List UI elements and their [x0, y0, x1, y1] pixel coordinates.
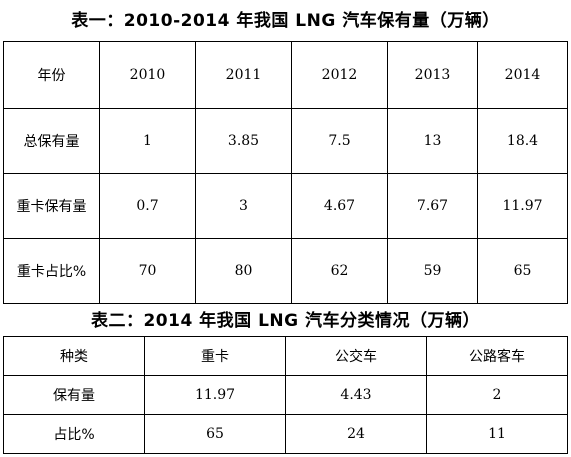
table2-title: 表二：2014 年我国 LNG 汽车分类情况（万辆） — [90, 311, 481, 331]
table-cell: 13 — [387, 108, 478, 174]
header-cell: 重卡 — [144, 336, 286, 376]
table-cell: 7.5 — [291, 108, 388, 174]
header-cell-category: 种类 — [3, 336, 145, 376]
table-cell: 65 — [477, 238, 568, 304]
row-label: 总保有量 — [3, 108, 100, 174]
table-row: 重卡保有量 0.7 3 4.67 7.67 11.97 — [3, 173, 568, 239]
table-cell: 4.67 — [291, 173, 388, 239]
header-cell: 公路客车 — [426, 336, 568, 376]
header-cell: 公交车 — [285, 336, 427, 376]
table-cell: 11.97 — [477, 173, 568, 239]
table-header-row: 种类 重卡 公交车 公路客车 — [3, 336, 568, 376]
lng-vehicle-category-table: 种类 重卡 公交车 公路客车 保有量 11.97 4.43 2 占比% 65 2… — [3, 336, 568, 454]
table-cell: 3 — [195, 173, 292, 239]
table-cell: 18.4 — [477, 108, 568, 174]
table-row: 保有量 11.97 4.43 2 — [3, 375, 568, 415]
lng-vehicle-ownership-table: 年份 2010 2011 2012 2013 2014 总保有量 1 3.85 … — [3, 41, 568, 304]
table-cell: 7.67 — [387, 173, 478, 239]
table-cell: 70 — [99, 238, 196, 304]
table-cell: 11 — [426, 414, 568, 454]
table-row: 重卡占比% 70 80 62 59 65 — [3, 238, 568, 304]
table-row: 总保有量 1 3.85 7.5 13 18.4 — [3, 108, 568, 174]
table-header-row: 年份 2010 2011 2012 2013 2014 — [3, 41, 568, 109]
header-cell: 2011 — [195, 41, 292, 109]
table-cell: 3.85 — [195, 108, 292, 174]
table1-title: 表一：2010-2014 年我国 LNG 汽车保有量（万辆） — [71, 11, 500, 31]
row-label: 重卡占比% — [3, 238, 100, 304]
row-label: 保有量 — [3, 375, 145, 415]
header-cell: 2013 — [387, 41, 478, 109]
table-cell: 1 — [99, 108, 196, 174]
table-cell: 0.7 — [99, 173, 196, 239]
row-label: 占比% — [3, 414, 145, 454]
row-label: 重卡保有量 — [3, 173, 100, 239]
table-cell: 11.97 — [144, 375, 286, 415]
header-cell: 2012 — [291, 41, 388, 109]
table-cell: 24 — [285, 414, 427, 454]
table-cell: 62 — [291, 238, 388, 304]
header-cell: 2014 — [477, 41, 568, 109]
table-cell: 59 — [387, 238, 478, 304]
header-cell: 2010 — [99, 41, 196, 109]
table-cell: 4.43 — [285, 375, 427, 415]
table-cell: 2 — [426, 375, 568, 415]
header-cell-year: 年份 — [3, 41, 100, 109]
table-row: 占比% 65 24 11 — [3, 414, 568, 454]
table-cell: 65 — [144, 414, 286, 454]
table-cell: 80 — [195, 238, 292, 304]
